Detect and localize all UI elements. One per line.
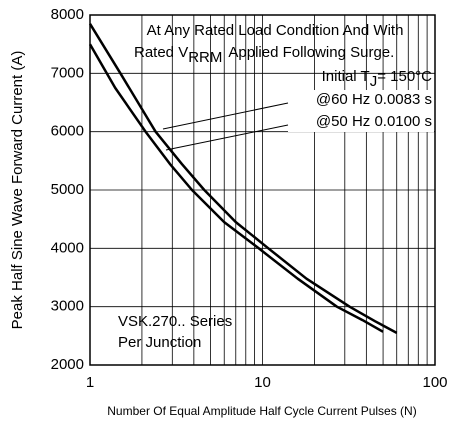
curve <box>88 23 398 335</box>
y-tick-label: 5000 <box>51 181 84 198</box>
annotation: Rated VRRM Applied Following Surge. <box>134 44 394 66</box>
plot-frame <box>89 14 436 366</box>
curves <box>88 23 398 335</box>
curve <box>88 43 384 333</box>
y-tick-label: 4000 <box>51 239 84 256</box>
leader-line <box>162 102 289 130</box>
leader-line <box>165 124 289 151</box>
annotation: VSK.270.. Series <box>118 313 232 330</box>
y-tick-label: 6000 <box>51 123 84 140</box>
y-axis-label: Peak Half Sine Wave Forward Current (A) <box>9 51 26 330</box>
x-tick-label: 100 <box>422 374 447 391</box>
annotation-bg <box>288 90 434 132</box>
x-tick-label: 1 <box>86 374 94 391</box>
annotation-bg <box>112 310 262 354</box>
y-tick-label: 8000 <box>51 6 84 23</box>
series-label: @50 Hz 0.0100 s <box>316 113 432 130</box>
series-label: @60 Hz 0.0083 s <box>316 91 432 108</box>
annotation: At Any Rated Load Condition And With <box>147 22 404 39</box>
y-tick-label: 3000 <box>51 298 84 315</box>
x-tick-label: 10 <box>254 374 271 391</box>
x-axis-label: Number Of Equal Amplitude Half Cycle Cur… <box>107 404 416 418</box>
annotation: Per Junction <box>118 334 201 351</box>
y-tick-label: 7000 <box>51 64 84 81</box>
y-tick-label: 2000 <box>51 356 84 373</box>
annotation: Initial TJ= 150°C <box>322 68 433 90</box>
